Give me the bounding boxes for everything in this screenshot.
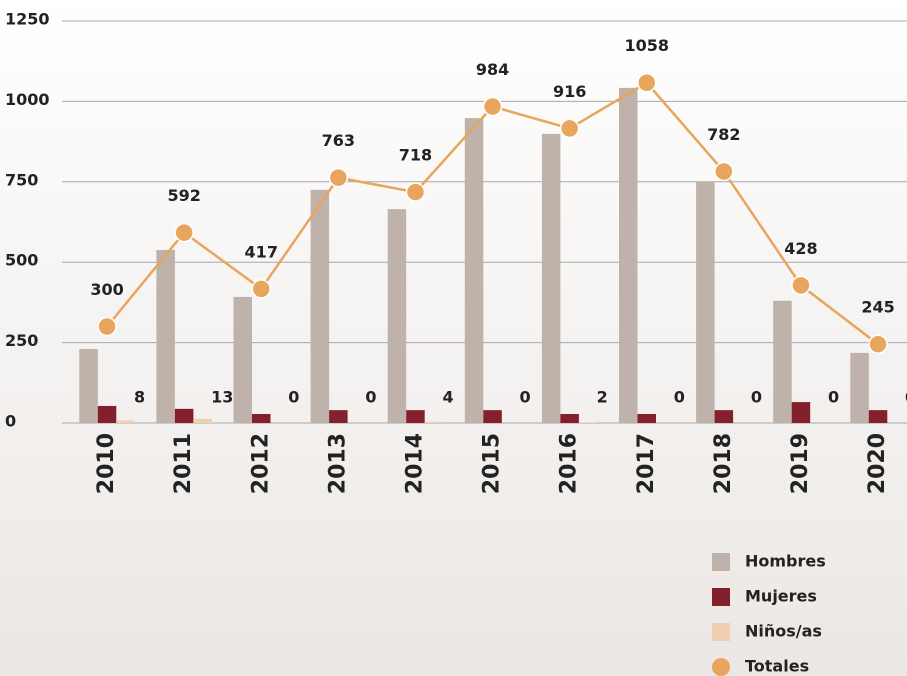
y-tick-label: 750	[5, 170, 38, 189]
x-tick-label: 2014	[402, 433, 427, 494]
value-label: 718	[399, 146, 432, 165]
value-label: 782	[707, 125, 740, 144]
bar	[791, 402, 811, 423]
point	[97, 316, 117, 337]
legend-swatch	[712, 553, 730, 571]
value-label: 592	[167, 186, 200, 205]
x-tick-label: 2013	[325, 433, 350, 494]
bar	[483, 410, 502, 423]
bar	[116, 420, 135, 423]
x-tick-label: 2018	[711, 433, 736, 494]
value-label: 0	[288, 388, 299, 407]
bar	[637, 413, 656, 423]
value-label: 300	[90, 280, 123, 299]
bar	[310, 189, 330, 423]
value-label: 417	[245, 242, 278, 261]
bar	[97, 405, 117, 423]
legend-swatch	[712, 658, 730, 676]
bar	[868, 410, 888, 423]
value-label: 2	[597, 388, 608, 407]
bar	[560, 413, 579, 423]
value-label: 1058	[624, 36, 669, 55]
bar	[619, 87, 638, 424]
point	[791, 275, 811, 296]
bar	[174, 408, 194, 423]
legend-label: Niños/as	[745, 622, 822, 641]
point	[559, 118, 580, 139]
bar	[464, 118, 484, 423]
value-label: 0	[365, 388, 376, 407]
legend-label: Mujeres	[745, 587, 817, 606]
value-label: 245	[861, 298, 894, 317]
value-label: 984	[476, 60, 509, 79]
x-tick-label: 2012	[248, 433, 273, 494]
x-tick-label: 2016	[557, 433, 582, 494]
x-tick-label: 2019	[788, 433, 813, 494]
value-label: 0	[905, 388, 907, 407]
value-label: 916	[553, 82, 586, 101]
y-tick-label: 0	[5, 412, 16, 431]
bar	[696, 181, 715, 423]
x-tick-label: 2017	[634, 433, 659, 494]
value-label: 8	[134, 388, 145, 407]
y-tick-label: 1250	[5, 10, 50, 29]
bar	[252, 413, 271, 423]
value-label: 0	[520, 388, 531, 407]
point	[868, 334, 888, 354]
value-label: 0	[674, 388, 685, 407]
legend-swatch	[712, 588, 730, 606]
bar	[424, 421, 444, 423]
legend-label: Totales	[745, 657, 809, 676]
value-label: 763	[322, 131, 355, 150]
point	[251, 279, 271, 299]
value-label: 0	[828, 388, 839, 407]
value-label: 13	[211, 388, 233, 407]
value-label: 4	[442, 388, 453, 407]
bar	[233, 296, 252, 423]
bar	[329, 410, 348, 423]
bar	[79, 349, 98, 423]
bar	[156, 249, 175, 423]
bar	[850, 352, 869, 423]
x-tick-label: 2015	[480, 433, 505, 494]
bar	[406, 410, 425, 423]
bar	[578, 422, 598, 423]
x-tick-label: 2020	[865, 433, 890, 494]
x-tick-label: 2010	[94, 433, 119, 494]
point	[637, 72, 657, 93]
y-tick-label: 250	[5, 331, 38, 350]
point	[174, 222, 194, 243]
y-tick-label: 1000	[5, 90, 50, 109]
y-tick-label: 500	[5, 251, 38, 270]
point	[714, 161, 734, 182]
legend-swatch	[712, 623, 730, 641]
point	[482, 96, 503, 117]
point	[328, 167, 349, 188]
value-label: 0	[751, 388, 762, 407]
legend-label: Hombres	[745, 552, 826, 571]
bar	[714, 410, 734, 423]
point	[405, 182, 426, 202]
bar	[541, 133, 561, 424]
x-tick-label: 2011	[171, 433, 196, 494]
value-label: 428	[784, 239, 817, 258]
bar	[387, 209, 407, 423]
bar	[773, 300, 792, 423]
bar	[193, 418, 212, 423]
